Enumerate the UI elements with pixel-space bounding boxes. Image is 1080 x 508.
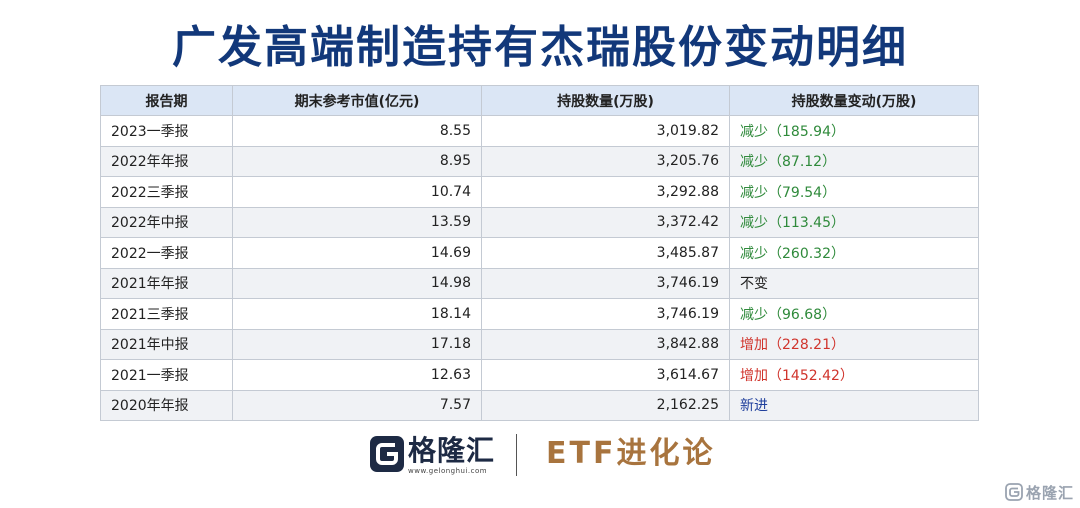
cell-market-value: 7.57 xyxy=(232,389,482,421)
cell-shares: 3,485.87 xyxy=(481,237,730,269)
table-row: 2021年年报 14.98 3,746.19 不变 xyxy=(100,267,979,299)
cell-change: 增加（1452.42） xyxy=(729,359,979,391)
table-row: 2021年中报 17.18 3,842.88 增加（228.21） xyxy=(100,328,979,360)
cell-change: 增加（228.21） xyxy=(729,328,979,360)
header-shares: 持股数量(万股) xyxy=(481,85,730,116)
cell-shares: 3,292.88 xyxy=(481,176,730,208)
table-row: 2020年年报 7.57 2,162.25 新进 xyxy=(100,389,979,421)
table-row: 2021三季报 18.14 3,746.19 减少（96.68） xyxy=(100,298,979,330)
table-row: 2021一季报 12.63 3,614.67 增加（1452.42） xyxy=(100,359,979,391)
cell-market-value: 8.55 xyxy=(232,115,482,147)
gelonghui-logo-icon xyxy=(1005,483,1023,501)
cell-change: 新进 xyxy=(729,389,979,421)
cell-change: 减少（260.32） xyxy=(729,237,979,269)
cell-period: 2022三季报 xyxy=(100,176,233,208)
cell-market-value: 10.74 xyxy=(232,176,482,208)
page-title: 广发高端制造持有杰瑞股份变动明细 xyxy=(172,22,908,73)
header-change: 持股数量变动(万股) xyxy=(729,85,979,116)
table-header-row: 报告期 期末参考市值(亿元) 持股数量(万股) 持股数量变动(万股) xyxy=(100,85,979,116)
cell-market-value: 8.95 xyxy=(232,145,482,177)
cell-period: 2022年中报 xyxy=(100,206,233,238)
cell-market-value: 17.18 xyxy=(232,328,482,360)
cell-change: 减少（113.45） xyxy=(729,206,979,238)
cell-change: 减少（79.54） xyxy=(729,176,979,208)
cell-market-value: 14.69 xyxy=(232,237,482,269)
cell-shares: 3,372.42 xyxy=(481,206,730,238)
cell-period: 2021一季报 xyxy=(100,359,233,391)
cell-market-value: 14.98 xyxy=(232,267,482,299)
watermark-text: 格隆汇 xyxy=(1025,483,1074,502)
footer-logos: 格隆汇 www.gelonghui.com ETF进化论 xyxy=(0,432,1080,478)
header-period: 报告期 xyxy=(100,85,233,116)
cell-period: 2021三季报 xyxy=(100,298,233,330)
cell-change: 减少（185.94） xyxy=(729,115,979,147)
cell-shares: 3,746.19 xyxy=(481,267,730,299)
cell-market-value: 13.59 xyxy=(232,206,482,238)
cell-shares: 2,162.25 xyxy=(481,389,730,421)
watermark: 格隆汇 xyxy=(1005,482,1074,502)
header-market-value: 期末参考市值(亿元) xyxy=(232,85,482,116)
cell-market-value: 12.63 xyxy=(232,359,482,391)
gelonghui-logo-icon xyxy=(370,436,404,472)
cell-change: 减少（87.12） xyxy=(729,145,979,177)
cell-shares: 3,842.88 xyxy=(481,328,730,360)
etf-brand-name: ETF进化论 xyxy=(546,436,716,471)
cell-period: 2020年年报 xyxy=(100,389,233,421)
logo-divider xyxy=(516,434,517,476)
table-row: 2022年中报 13.59 3,372.42 减少（113.45） xyxy=(100,206,979,238)
cell-period: 2021年中报 xyxy=(100,328,233,360)
cell-change: 减少（96.68） xyxy=(729,298,979,330)
holdings-table: 报告期 期末参考市值(亿元) 持股数量(万股) 持股数量变动(万股) 2023一… xyxy=(100,85,979,421)
table-row: 2022一季报 14.69 3,485.87 减少（260.32） xyxy=(100,237,979,269)
cell-shares: 3,205.76 xyxy=(481,145,730,177)
cell-period: 2023一季报 xyxy=(100,115,233,147)
gelonghui-name: 格隆汇 xyxy=(408,434,496,467)
cell-shares: 3,019.82 xyxy=(481,115,730,147)
cell-period: 2022年年报 xyxy=(100,145,233,177)
cell-period: 2021年年报 xyxy=(100,267,233,299)
cell-change: 不变 xyxy=(729,267,979,299)
cell-period: 2022一季报 xyxy=(100,237,233,269)
cell-shares: 3,614.67 xyxy=(481,359,730,391)
gelonghui-url: www.gelonghui.com xyxy=(408,467,488,475)
table-row: 2022年年报 8.95 3,205.76 减少（87.12） xyxy=(100,145,979,177)
cell-shares: 3,746.19 xyxy=(481,298,730,330)
table-row: 2023一季报 8.55 3,019.82 减少（185.94） xyxy=(100,115,979,147)
cell-market-value: 18.14 xyxy=(232,298,482,330)
table-row: 2022三季报 10.74 3,292.88 减少（79.54） xyxy=(100,176,979,208)
